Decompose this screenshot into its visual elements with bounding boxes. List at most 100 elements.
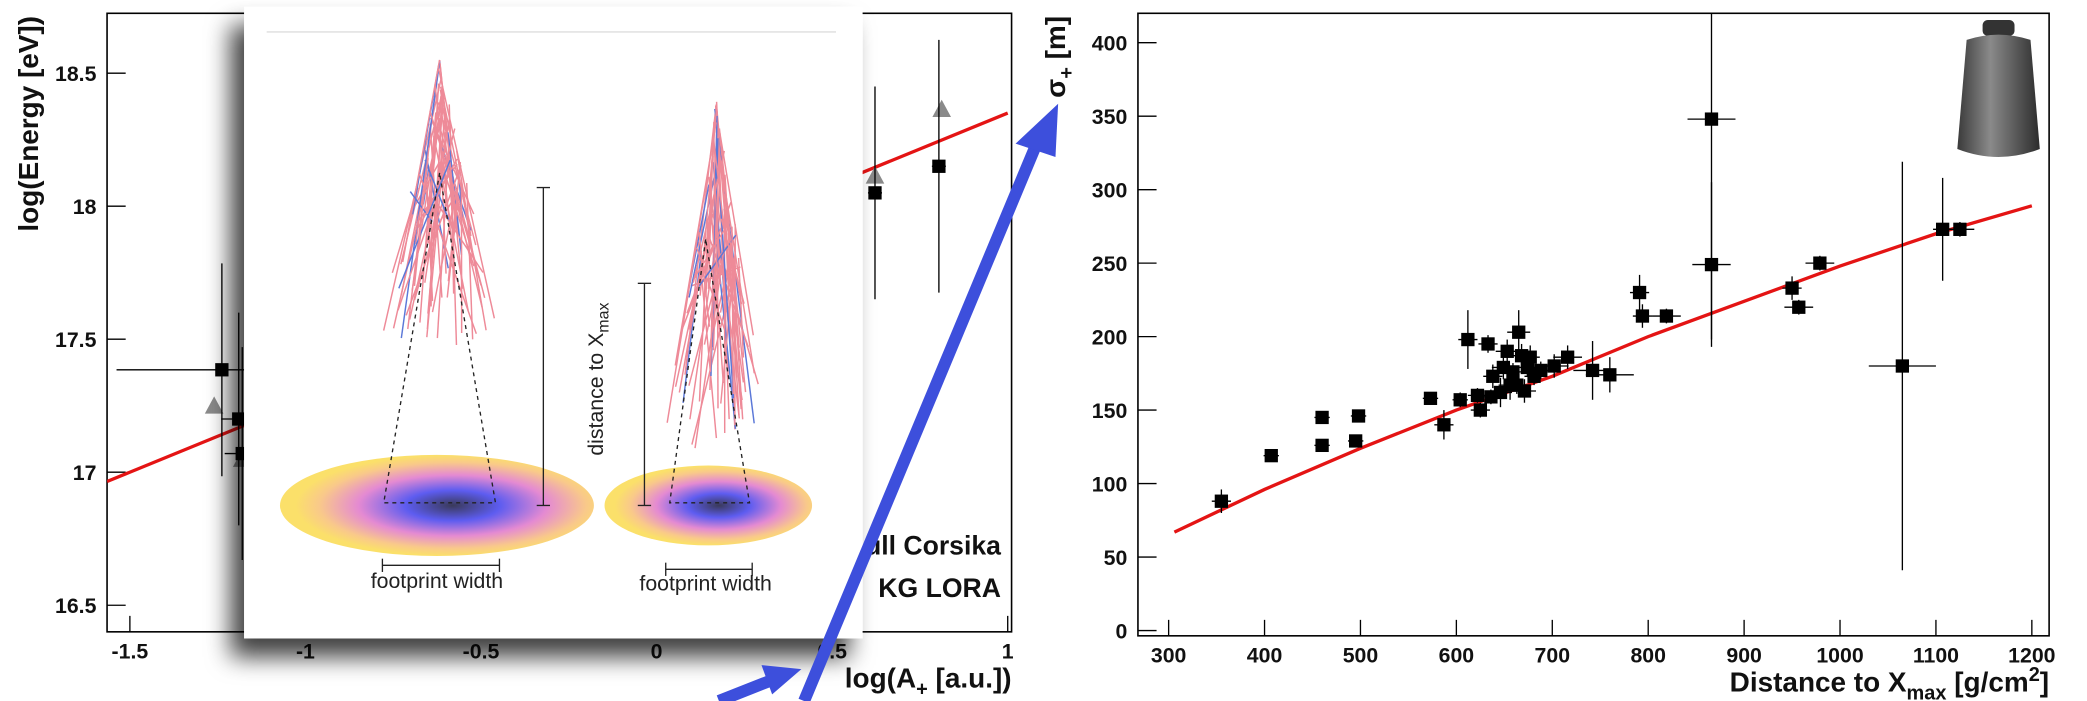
point bbox=[1585, 363, 1600, 378]
point bbox=[1547, 359, 1561, 373]
shower-track bbox=[737, 257, 745, 358]
x-tick-label: 0 bbox=[651, 639, 663, 663]
right-chart: 300 400 500 600 700 800 900 1000 1100 1200 0 50 100 1… bbox=[1040, 12, 2056, 701]
label-part: ] bbox=[2040, 667, 2049, 698]
label-part: log(A bbox=[845, 663, 916, 694]
shower-track bbox=[698, 221, 709, 402]
y-tick-label: 0 bbox=[1115, 620, 1127, 644]
x-tick-label: 300 bbox=[1151, 643, 1186, 667]
point bbox=[1813, 256, 1827, 270]
plot-frame bbox=[1137, 12, 2050, 637]
point bbox=[215, 363, 229, 377]
point bbox=[932, 159, 946, 173]
shower-track bbox=[431, 191, 457, 313]
point bbox=[1704, 112, 1719, 126]
point bbox=[1481, 337, 1495, 351]
shower-track bbox=[716, 167, 719, 409]
shower-track bbox=[402, 60, 441, 263]
shower-track bbox=[409, 191, 433, 223]
x-axis-label: log(A+ [a.u.]) bbox=[845, 663, 1012, 701]
point bbox=[1506, 365, 1520, 379]
point bbox=[1517, 384, 1532, 398]
point bbox=[1315, 410, 1329, 425]
point bbox=[1473, 403, 1487, 417]
point bbox=[1512, 325, 1526, 339]
shower-track bbox=[400, 61, 441, 339]
x-tick-label: 800 bbox=[1630, 643, 1665, 667]
y-tick-label: 100 bbox=[1092, 473, 1127, 497]
y-tick-label: 350 bbox=[1092, 105, 1127, 129]
x-tick-label: 1100 bbox=[1913, 643, 1959, 667]
shower-track bbox=[698, 231, 711, 327]
point bbox=[1264, 448, 1278, 463]
weight-icon bbox=[1957, 19, 2040, 157]
point bbox=[1953, 222, 1967, 236]
point bbox=[1470, 388, 1485, 403]
label-part: 2 bbox=[2029, 664, 2040, 686]
shower-track bbox=[688, 264, 721, 386]
cone bbox=[382, 172, 751, 504]
shower-track bbox=[436, 139, 450, 339]
x-tick-label: 600 bbox=[1439, 643, 1474, 667]
distance-label: distance to Xmax bbox=[584, 303, 612, 456]
label-part: max bbox=[1907, 683, 1947, 701]
shower-track bbox=[717, 144, 755, 374]
footprint bbox=[279, 454, 594, 557]
point bbox=[1785, 281, 1799, 295]
shower-track bbox=[413, 147, 430, 287]
label-part: [a.u.]) bbox=[928, 663, 1012, 694]
shower-track bbox=[709, 211, 718, 372]
shower-track bbox=[712, 138, 734, 301]
y-tick-label: 16.5 bbox=[55, 594, 97, 618]
x-tick-label: 700 bbox=[1535, 643, 1570, 667]
measure-lines bbox=[381, 186, 753, 576]
label-part: max bbox=[596, 303, 613, 333]
y-tick-label: 50 bbox=[1104, 546, 1128, 570]
shower-track bbox=[712, 160, 721, 351]
label-part: Distance to X bbox=[1730, 667, 1907, 698]
x-tick-label: 1 bbox=[1002, 639, 1014, 663]
shower-track bbox=[440, 161, 475, 267]
x-tick-label: 500 bbox=[1343, 643, 1378, 667]
shower-track bbox=[447, 161, 462, 282]
point bbox=[1792, 300, 1806, 314]
y-tick-label: 18 bbox=[73, 195, 97, 219]
shower-track bbox=[678, 178, 719, 393]
point bbox=[1534, 363, 1548, 378]
plot-area bbox=[1173, 13, 2033, 571]
shower-track bbox=[418, 173, 478, 335]
point bbox=[1632, 285, 1647, 300]
shower-track bbox=[413, 198, 445, 301]
y-tick-label: 17.5 bbox=[55, 328, 97, 352]
shower-track bbox=[397, 175, 446, 311]
footprint-label: footprint width bbox=[371, 569, 503, 593]
x-tick-label: -0.5 bbox=[463, 639, 500, 663]
y-axis-label: σ+ [m] bbox=[1040, 16, 1078, 98]
arrows bbox=[716, 103, 1059, 701]
point bbox=[1659, 309, 1674, 323]
label-part: σ bbox=[1040, 79, 1071, 98]
x-tick-label: 900 bbox=[1726, 643, 1761, 667]
label-part: distance to X bbox=[584, 333, 608, 456]
label-part: + bbox=[916, 679, 928, 701]
y-tick-label: 150 bbox=[1092, 399, 1127, 423]
shower-track bbox=[465, 182, 474, 340]
shower-track bbox=[718, 190, 735, 399]
label-part: [g/cm bbox=[1946, 667, 2028, 698]
point bbox=[1523, 350, 1537, 364]
x-tick-label: 1000 bbox=[1816, 643, 1863, 667]
shower-trees bbox=[382, 59, 759, 449]
point bbox=[1437, 418, 1451, 432]
point bbox=[1315, 438, 1329, 453]
shower-track bbox=[666, 176, 708, 423]
point bbox=[1423, 391, 1438, 405]
point bbox=[1560, 350, 1575, 364]
footprint-label: footprint width bbox=[639, 572, 771, 596]
x-tick-label: 400 bbox=[1247, 643, 1282, 667]
point bbox=[1461, 332, 1475, 347]
shower-diagram: distance to Xmax footprint width footpri… bbox=[244, 6, 863, 639]
shower-track bbox=[426, 184, 434, 302]
point bbox=[1635, 309, 1650, 323]
fit-line bbox=[1173, 204, 2033, 534]
